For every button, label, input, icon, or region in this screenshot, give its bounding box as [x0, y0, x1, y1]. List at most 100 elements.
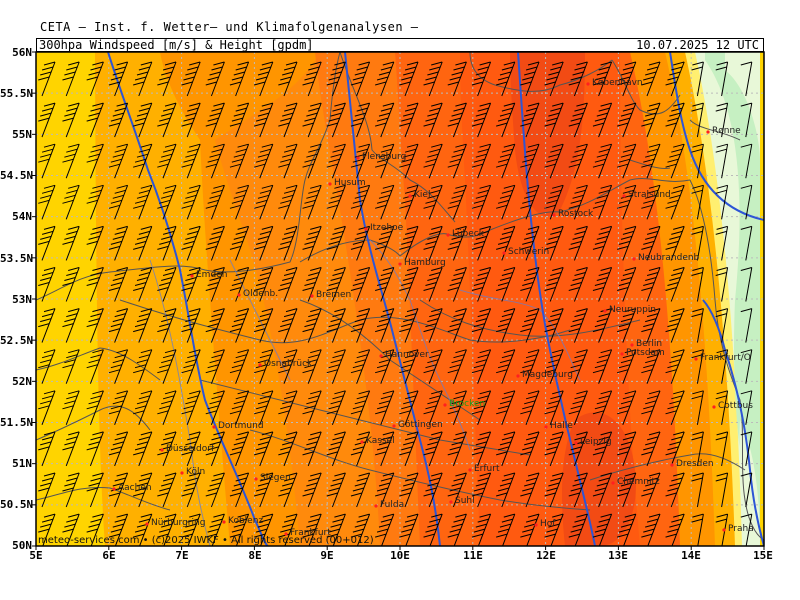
wind-barb	[62, 184, 80, 220]
wind-barb	[568, 184, 588, 220]
wind-barb	[399, 349, 419, 384]
wind-barb	[496, 308, 516, 343]
city-label-hof: Hof	[540, 519, 556, 529]
city-label-aachen: Aachen	[118, 483, 152, 493]
wind-barb	[399, 308, 419, 343]
wind-barb	[254, 308, 274, 343]
wind-barb	[326, 61, 346, 97]
wind-barb	[108, 349, 129, 384]
wind-barb	[691, 472, 704, 508]
wind-barb	[641, 61, 661, 97]
wind-barb	[544, 308, 564, 343]
wind-barb	[520, 390, 540, 425]
wind-barb	[423, 225, 443, 261]
wind-barb	[715, 225, 729, 261]
wind-barb	[229, 472, 250, 508]
wind-barb	[691, 390, 704, 425]
wind-barb	[740, 102, 753, 138]
wind-barb	[229, 349, 250, 384]
wind-barb	[617, 390, 637, 425]
wind-barb	[254, 61, 274, 97]
city-dot	[398, 262, 402, 266]
wind-barb	[423, 513, 443, 546]
wind-barb	[229, 513, 250, 546]
wind-barb	[38, 102, 56, 138]
institution-title: CETA – Inst. f. Wetter– und Klimafolgena…	[40, 20, 419, 34]
wind-barb	[447, 431, 467, 467]
wind-barb	[665, 513, 685, 546]
lon-label: 14E	[681, 549, 701, 562]
wind-barb	[278, 431, 298, 467]
wind-barb	[205, 61, 225, 97]
wind-barb	[520, 349, 540, 384]
wind-barb	[471, 143, 492, 179]
city-dot	[222, 520, 226, 524]
wind-barb	[568, 390, 588, 425]
city-dot	[360, 440, 364, 444]
wind-barb	[108, 308, 129, 343]
wind-barb	[447, 472, 467, 508]
city-dot	[694, 357, 698, 361]
wind-barb	[38, 267, 56, 302]
wind-barb	[447, 225, 467, 261]
wind-barb	[641, 513, 661, 546]
wind-barb	[302, 513, 322, 546]
wind-barb	[38, 61, 56, 97]
wind-barb	[641, 390, 661, 425]
wind-barb	[181, 143, 201, 179]
wind-barb	[399, 472, 419, 508]
city-label-kassel: Kassel	[366, 436, 395, 446]
wind-barb	[350, 61, 371, 97]
city-label-oldenburg: Oldenb.	[243, 289, 279, 299]
wind-barb	[544, 61, 564, 97]
wind-barb	[157, 184, 177, 220]
wind-barb	[375, 390, 395, 425]
wind-barb	[740, 513, 753, 546]
city-label-dortmund: Dortmund	[218, 421, 264, 431]
wind-barb	[617, 267, 637, 302]
wind-barb	[254, 184, 274, 220]
city-dot	[449, 500, 453, 504]
wind-barb	[740, 431, 753, 466]
wind-barb	[399, 390, 419, 425]
wind-barb	[62, 349, 80, 384]
wind-barb	[568, 308, 588, 343]
wind-barb	[568, 267, 588, 302]
wind-barb	[471, 61, 492, 97]
wind-barb	[375, 184, 395, 220]
wind-barb	[691, 61, 704, 97]
wind-barb	[544, 225, 564, 261]
wind-barb	[423, 431, 443, 467]
wind-barb	[592, 349, 613, 384]
wind-barb	[447, 143, 467, 179]
wind-barb	[447, 390, 467, 425]
city-dot	[190, 274, 194, 278]
wind-barb	[665, 143, 685, 179]
wind-barb	[133, 431, 153, 467]
wind-barb	[641, 308, 661, 343]
city-label-hamburg: Hamburg	[404, 258, 446, 268]
wind-barb	[423, 184, 443, 220]
wind-barb	[568, 472, 588, 508]
wind-barb	[157, 513, 177, 546]
wind-barb	[520, 61, 540, 97]
wind-barb	[133, 390, 153, 425]
wind-barb	[157, 225, 177, 261]
lon-label: 12E	[536, 549, 556, 562]
wind-barb	[665, 472, 685, 508]
wind-barb	[302, 143, 322, 179]
wind-barb	[641, 431, 661, 467]
wind-barb	[544, 431, 564, 467]
wind-barb	[278, 184, 298, 220]
city-dot	[356, 156, 360, 160]
wind-barb	[254, 143, 274, 179]
wind-barb	[740, 349, 753, 384]
wind-barb	[617, 184, 637, 220]
wind-barb	[423, 308, 443, 343]
wind-barb	[350, 225, 371, 261]
city-dot	[212, 425, 216, 429]
wind-barb	[108, 225, 129, 261]
wind-barb	[205, 143, 225, 179]
wind-barb	[350, 513, 371, 546]
wind-barb	[350, 267, 371, 302]
